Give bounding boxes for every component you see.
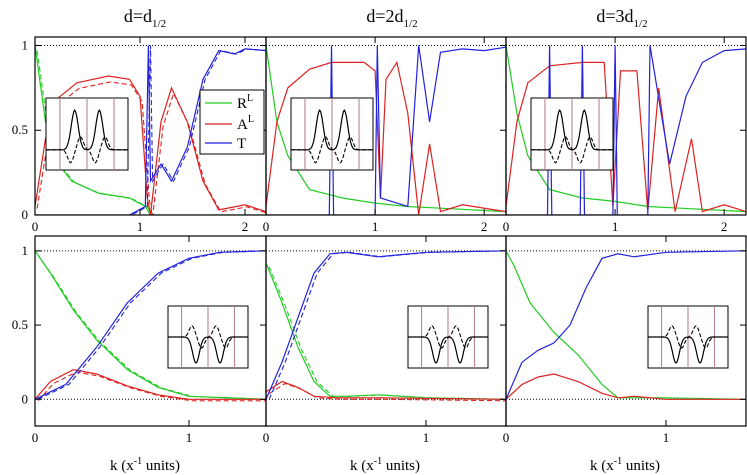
series-dashed-T bbox=[37, 45, 266, 215]
x-tick-label: 2 bbox=[481, 219, 488, 234]
series-group bbox=[35, 250, 266, 402]
x-tick-label: 1 bbox=[186, 430, 193, 445]
series-line-A bbox=[35, 75, 266, 215]
x-tick-label: 0 bbox=[32, 430, 39, 445]
series-dashed-R bbox=[37, 254, 266, 400]
y-tick-label: 0 bbox=[22, 207, 29, 222]
inset bbox=[647, 305, 729, 369]
x-tick-label: 1 bbox=[137, 219, 144, 234]
series-group bbox=[266, 45, 506, 215]
legend-label-T: T bbox=[237, 136, 246, 152]
x-axis-label-1: k (x-1 units) bbox=[110, 456, 180, 474]
x-axis-label-3: k (x-1 units) bbox=[590, 456, 660, 474]
series-line-T bbox=[266, 250, 506, 400]
series-line-R bbox=[506, 45, 746, 213]
legend-box bbox=[199, 89, 265, 155]
x-axis-label-2: k (x-1 units) bbox=[350, 456, 420, 474]
y-tick-label: 0 bbox=[22, 391, 29, 406]
column-title-1: d=d1/2 bbox=[124, 6, 166, 30]
x-tick-label: 0 bbox=[32, 219, 39, 234]
panel-top-2: 0 1 2 bbox=[263, 36, 507, 234]
series-line-A bbox=[35, 368, 266, 400]
series-group bbox=[506, 250, 746, 400]
y-tick-label: 0.5 bbox=[12, 122, 28, 137]
series-line-T bbox=[266, 45, 506, 215]
series-line-R bbox=[35, 250, 266, 400]
series-line-T bbox=[506, 250, 746, 400]
series-line-T bbox=[35, 250, 266, 400]
x-tick-label: 0 bbox=[263, 219, 270, 234]
series-group bbox=[266, 250, 506, 402]
series-dashed-T bbox=[268, 250, 506, 400]
legend: RL AL T bbox=[199, 89, 265, 155]
inset bbox=[167, 305, 249, 369]
y-tick-label: 1 bbox=[22, 243, 29, 258]
x-tick-label: 1 bbox=[663, 430, 670, 445]
series-line-A bbox=[266, 60, 506, 215]
column-title-3: d=3d1/2 bbox=[596, 6, 647, 30]
series-dashed-T bbox=[37, 250, 266, 400]
series-dashed-A bbox=[37, 371, 266, 402]
series-line-R bbox=[266, 45, 506, 213]
legend-label-R: RL bbox=[237, 93, 253, 112]
x-tick-label: 0 bbox=[503, 219, 510, 234]
x-tick-label: 1 bbox=[612, 219, 619, 234]
y-tick-label: 1 bbox=[22, 37, 29, 52]
x-tick-label: 1 bbox=[423, 430, 430, 445]
legend-label-A: AL bbox=[237, 114, 254, 133]
series-line-R bbox=[266, 262, 506, 400]
x-tick-label: 0 bbox=[503, 430, 510, 445]
panel-frame bbox=[505, 36, 747, 216]
panel-bottom-1: 0 1 0 0.5 1 bbox=[12, 235, 267, 445]
x-tick-label: 0 bbox=[263, 430, 270, 445]
series-line-A bbox=[506, 373, 746, 400]
inset bbox=[45, 97, 129, 171]
inset bbox=[290, 97, 374, 171]
x-tick-label: 2 bbox=[242, 219, 249, 234]
inset bbox=[407, 305, 489, 369]
inset bbox=[530, 97, 614, 171]
series-dashed-A bbox=[268, 382, 506, 402]
x-tick-label: 2 bbox=[721, 219, 728, 234]
series-dashed-A bbox=[36, 81, 266, 215]
series-line-A bbox=[266, 380, 506, 400]
x-axis-labels: k (x-1 units) k (x-1 units) k (x-1 units… bbox=[110, 456, 660, 474]
panel-top-3: 0 1 2 bbox=[503, 36, 747, 234]
column-title-2: d=2d1/2 bbox=[366, 6, 417, 30]
series-dashed-R bbox=[268, 266, 506, 400]
y-tick-label: 0.5 bbox=[12, 317, 28, 332]
panel-frame bbox=[505, 235, 747, 427]
column-titles: d=d1/2 d=2d1/2 d=3d1/2 bbox=[124, 6, 648, 30]
series-line-A bbox=[506, 61, 746, 213]
x-tick-label: 1 bbox=[372, 219, 379, 234]
